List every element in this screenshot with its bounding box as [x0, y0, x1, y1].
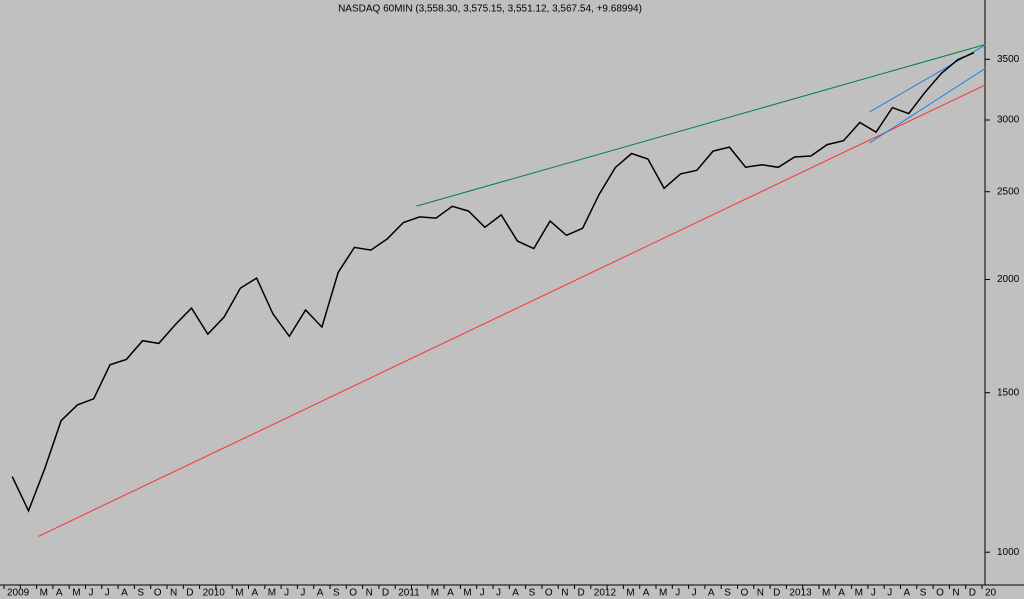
x-tick-label: N	[757, 588, 764, 599]
x-tick-label: N	[170, 588, 177, 599]
x-tick-label: 2012	[594, 588, 617, 599]
x-tick-label: M	[235, 588, 243, 599]
x-tick-label: J	[496, 588, 501, 599]
x-tick-label: D	[969, 588, 976, 599]
x-tick-label: O	[545, 588, 553, 599]
x-tick-label: A	[121, 588, 128, 599]
x-tick-label: D	[186, 588, 193, 599]
price-line	[11, 52, 975, 513]
x-tick-label: M	[626, 588, 634, 599]
x-tick-label: O	[741, 588, 749, 599]
x-tick-label: J	[480, 588, 485, 599]
x-tick-label: O	[154, 588, 162, 599]
x-tick-label: J	[284, 588, 289, 599]
x-tick-label: M	[268, 588, 276, 599]
x-tick-label: D	[773, 588, 780, 599]
y-tick-label: 3000	[997, 115, 1020, 126]
x-tick-label: J	[300, 588, 305, 599]
x-tick-label: J	[871, 588, 876, 599]
x-tick-label: A	[904, 588, 911, 599]
x-tick-label: J	[89, 588, 94, 599]
x-tick-label: J	[105, 588, 110, 599]
x-tick-label: J	[887, 588, 892, 599]
x-tick-label: N	[561, 588, 568, 599]
x-tick-label: A	[317, 588, 324, 599]
x-tick-label: M	[40, 588, 48, 599]
x-tick-label: J	[675, 588, 680, 599]
x-tick-label: D	[578, 588, 585, 599]
x-tick-label: M	[463, 588, 471, 599]
y-tick-label: 2500	[997, 186, 1020, 197]
x-tick-label: M	[659, 588, 667, 599]
trendline	[416, 43, 986, 207]
x-tick-label: S	[920, 588, 927, 599]
x-tick-label: N	[366, 588, 373, 599]
x-tick-label: O	[349, 588, 357, 599]
x-tick-label: A	[838, 588, 845, 599]
x-tick-label: A	[252, 588, 259, 599]
x-tick-label: J	[692, 588, 697, 599]
chart-title: NASDAQ 60MIN (3,558.30, 3,575.15, 3,551.…	[338, 4, 642, 15]
x-tick-label: 2010	[203, 588, 226, 599]
x-tick-label: D	[382, 588, 389, 599]
x-tick-label: S	[529, 588, 536, 599]
x-tick-label: M	[431, 588, 439, 599]
x-tick-label: S	[724, 588, 731, 599]
x-tick-label: A	[708, 588, 715, 599]
x-tick-label: M	[72, 588, 80, 599]
x-tick-label: A	[447, 588, 454, 599]
x-tick-label: 20	[985, 588, 997, 599]
y-tick-label: 2000	[997, 274, 1020, 285]
trendline	[869, 68, 986, 144]
x-tick-label: M	[822, 588, 830, 599]
x-tick-label: A	[643, 588, 650, 599]
y-tick-label: 1500	[997, 387, 1020, 398]
y-tick-label: 3500	[997, 54, 1020, 65]
trendline	[38, 84, 986, 537]
x-tick-label: S	[137, 588, 144, 599]
x-tick-label: 2013	[789, 588, 812, 599]
x-tick-label: N	[952, 588, 959, 599]
x-tick-label: O	[936, 588, 944, 599]
y-tick-label: 1000	[997, 547, 1020, 558]
x-tick-label: 2009	[7, 588, 30, 599]
x-tick-label: M	[855, 588, 863, 599]
x-tick-label: 2011	[398, 588, 420, 599]
x-tick-label: A	[512, 588, 519, 599]
x-tick-label: A	[56, 588, 63, 599]
x-tick-label: S	[333, 588, 340, 599]
